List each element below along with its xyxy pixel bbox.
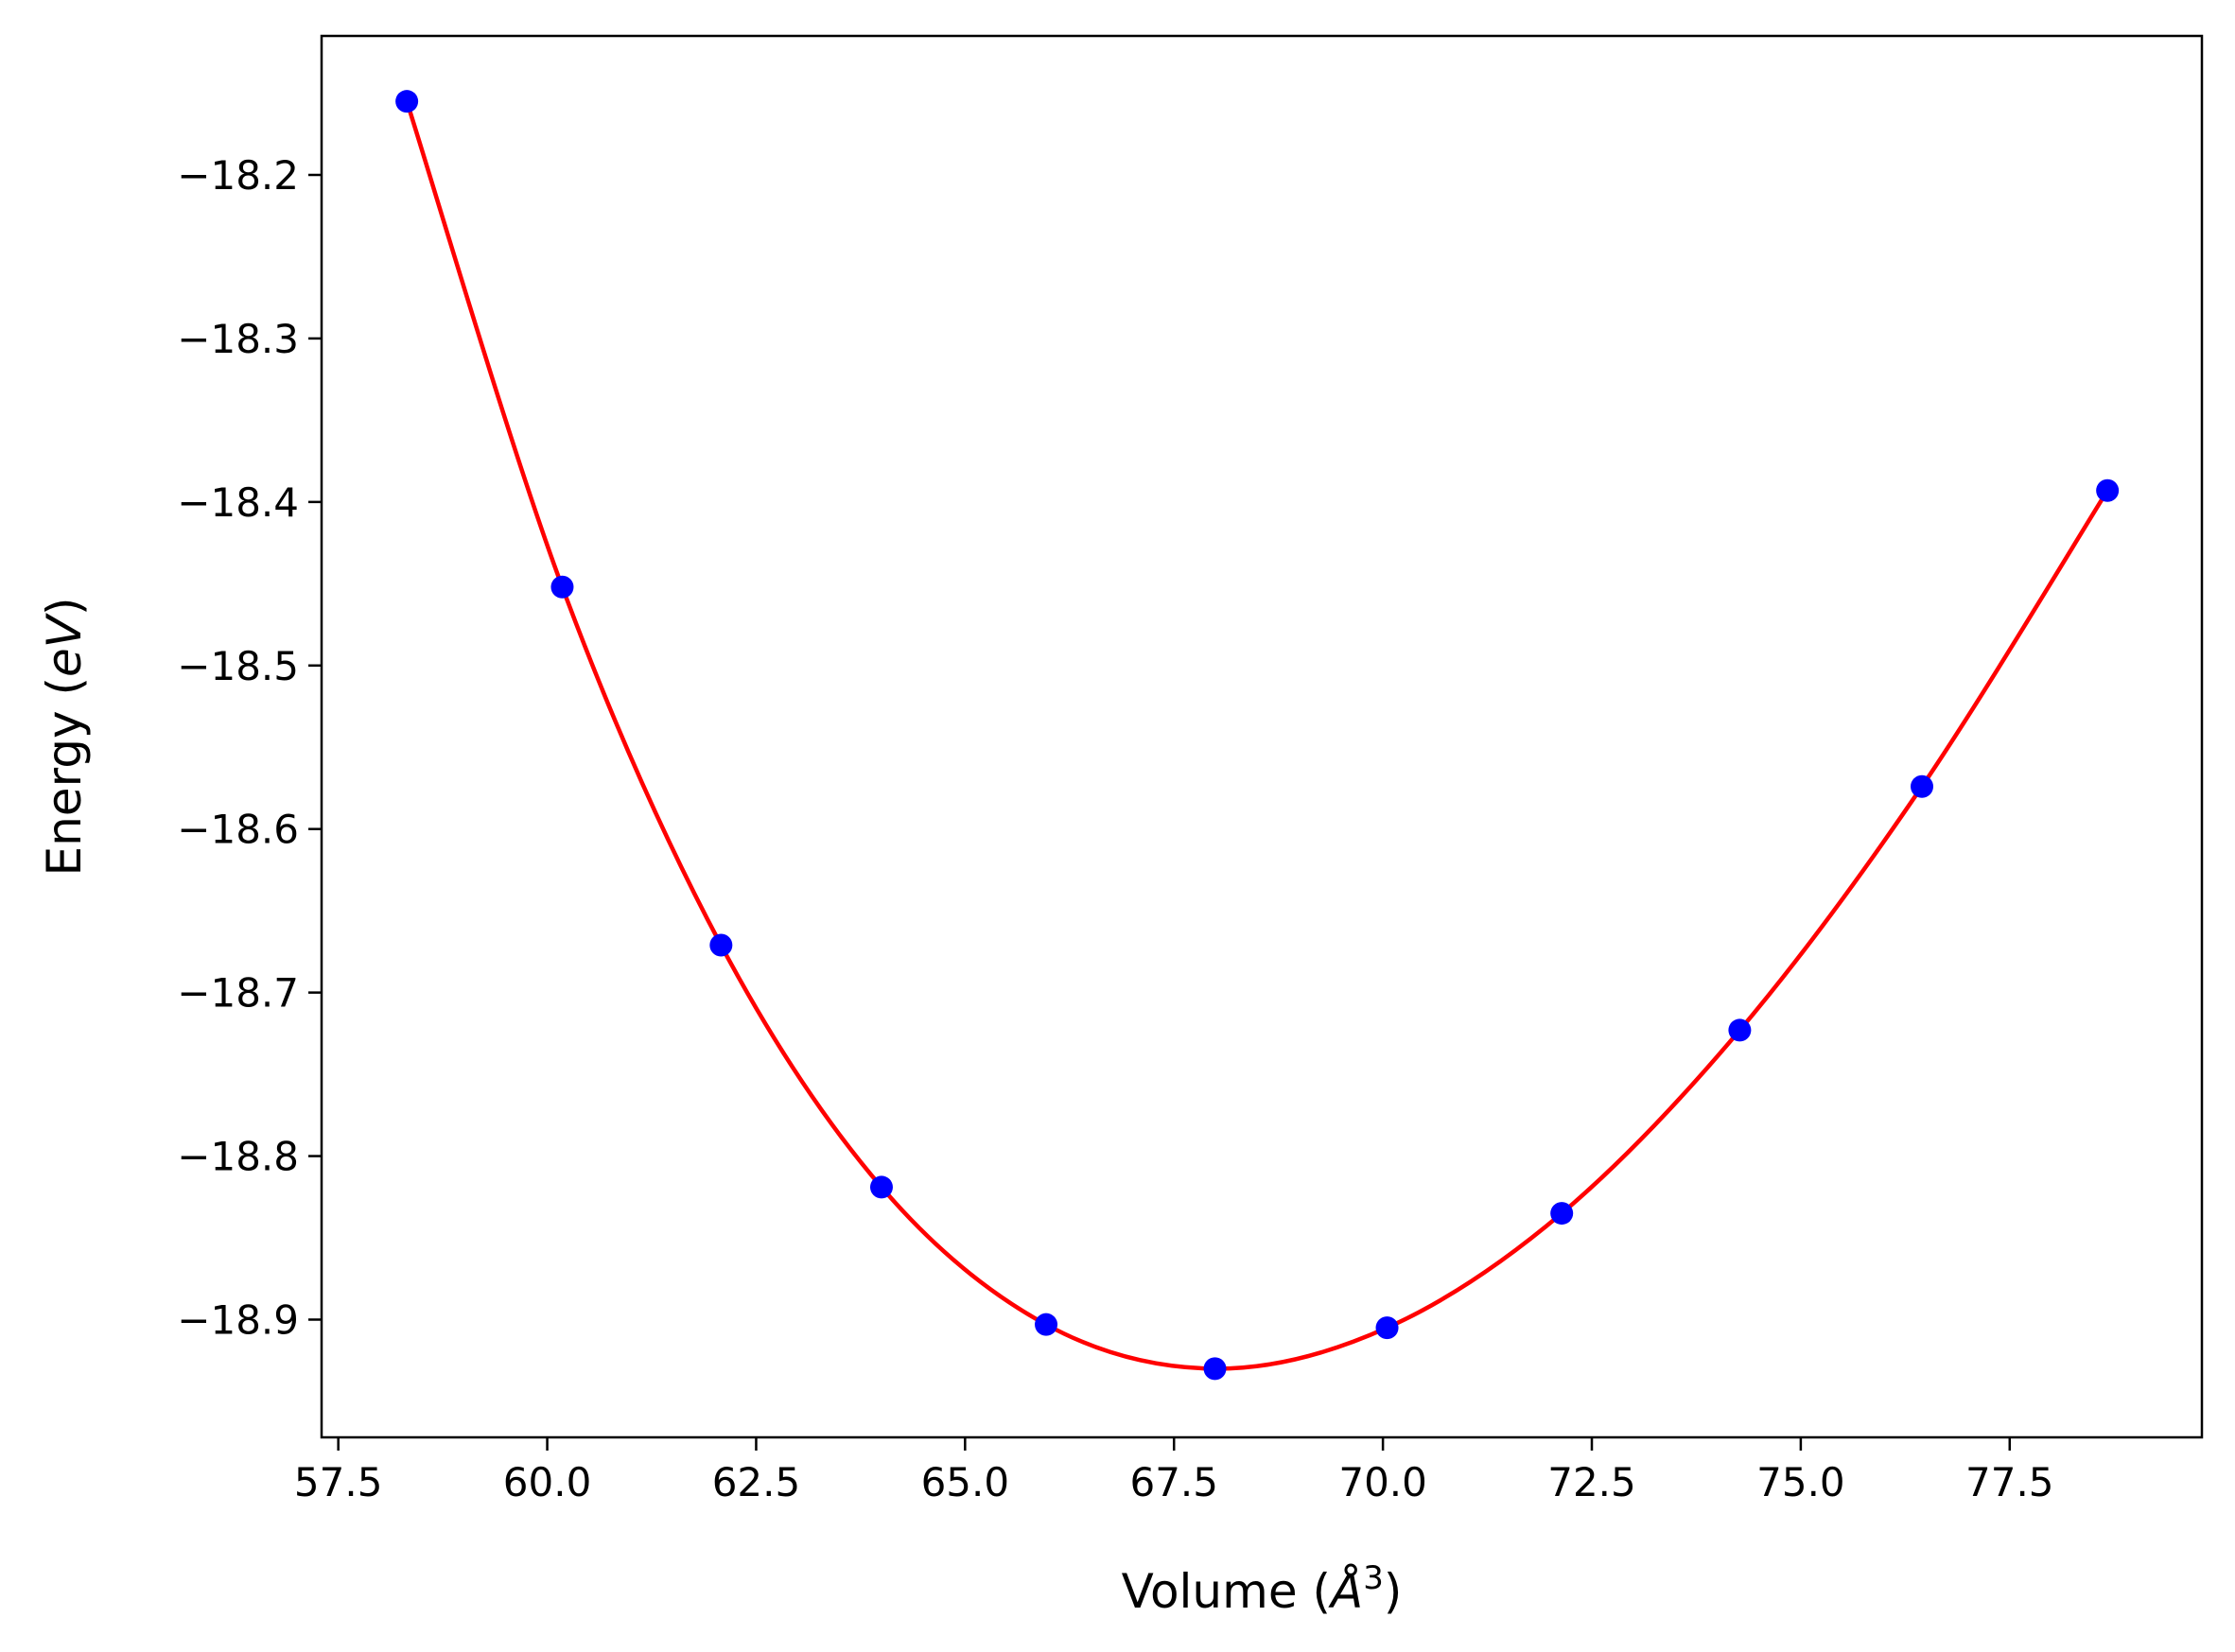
x-tick-label: 62.5 (712, 1459, 801, 1505)
x-tick-label: 65.0 (921, 1459, 1010, 1505)
y-axis-label: Energy (eV) (37, 598, 92, 877)
y-tick-label: −18.3 (177, 316, 299, 362)
x-tick-label: 57.5 (294, 1459, 383, 1505)
y-tick-label: −18.9 (177, 1296, 299, 1343)
x-tick-label: 67.5 (1129, 1459, 1218, 1505)
x-tick-label: 75.0 (1756, 1459, 1845, 1505)
data-point (395, 90, 419, 113)
y-tick-label: −18.6 (177, 807, 299, 853)
y-tick-label: −18.5 (177, 643, 299, 689)
axis-ticks: 57.5 60.0 62.5 65.0 67.5 70.0 72.5 75.0 77.5 −18.… (177, 152, 2053, 1505)
data-point (1550, 1202, 1574, 1226)
plot-area-frame (320, 34, 2204, 1439)
fit-curve-layer (404, 100, 2110, 1371)
data-point (1375, 1316, 1399, 1340)
y-tick-label: −18.2 (177, 152, 299, 199)
data-point (709, 933, 733, 957)
data-point (1035, 1313, 1058, 1336)
x-tick-label: 70.0 (1338, 1459, 1427, 1505)
y-tick-label: −18.4 (177, 479, 299, 526)
data-point (550, 575, 574, 599)
data-points-layer (395, 90, 2120, 1381)
y-tick-label: −18.7 (177, 970, 299, 1017)
x-tick-label: 77.5 (1965, 1459, 2054, 1505)
y-tick-label: −18.8 (177, 1134, 299, 1180)
data-point (869, 1175, 893, 1199)
data-point (2096, 478, 2120, 502)
data-point (1728, 1018, 1752, 1042)
x-axis-label: Volume (Å3) (1122, 1559, 1403, 1619)
x-tick-label: 60.0 (503, 1459, 592, 1505)
data-point (1203, 1357, 1227, 1381)
fit-curve (404, 100, 2110, 1371)
x-tick-label: 72.5 (1547, 1459, 1636, 1505)
data-point (1911, 774, 1934, 798)
